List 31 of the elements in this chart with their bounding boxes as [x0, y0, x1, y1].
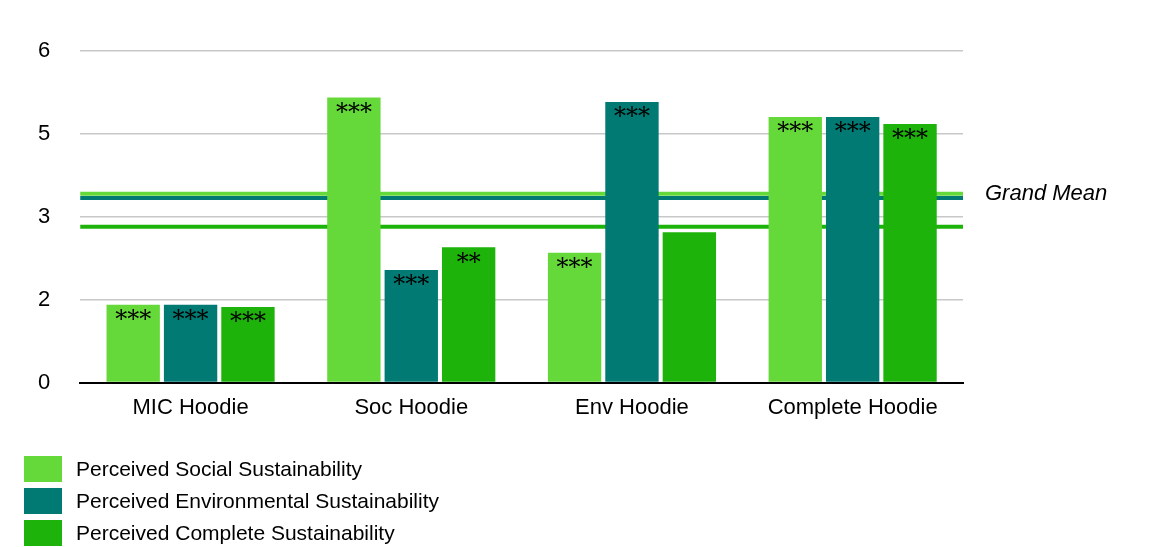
x-tick-label: Soc Hoodie: [354, 393, 469, 419]
data-label: ***: [613, 102, 650, 131]
y-tick-label: 2: [37, 285, 51, 311]
y-tick-label: 6: [37, 37, 51, 63]
ref-line-label: Grand Mean: [985, 180, 1108, 206]
bar: [662, 232, 717, 382]
data-label: ***: [115, 304, 152, 333]
data-label: ***: [335, 97, 372, 126]
legend-label: Perceived Complete Sustainability: [76, 521, 395, 545]
bar: [547, 252, 602, 382]
data-label: ***: [892, 124, 929, 153]
x-tick-label: Complete Hoodie: [767, 393, 938, 419]
data-label: ***: [393, 270, 430, 299]
bar: [384, 269, 438, 382]
bar: [221, 306, 275, 382]
legend-label: Perceived Environmental Sustainability: [76, 489, 440, 513]
bar: [106, 304, 160, 382]
x-tick-label: Env Hoodie: [575, 393, 689, 419]
x-tick-label: MIC Hoodie: [132, 393, 249, 419]
y-tick-label: 3: [37, 202, 51, 228]
data-label: ***: [777, 117, 814, 146]
data-label: **: [456, 247, 481, 276]
y-tick-label: 5: [37, 120, 51, 146]
data-label: ***: [172, 304, 209, 333]
data-label: ***: [556, 253, 593, 282]
y-tick-label: 0: [37, 368, 51, 394]
data-label: ***: [229, 307, 266, 336]
data-label: ***: [834, 117, 871, 146]
bar: [163, 304, 218, 382]
legend-label: Perceived Social Sustainability: [76, 457, 362, 481]
bar: [441, 247, 496, 382]
